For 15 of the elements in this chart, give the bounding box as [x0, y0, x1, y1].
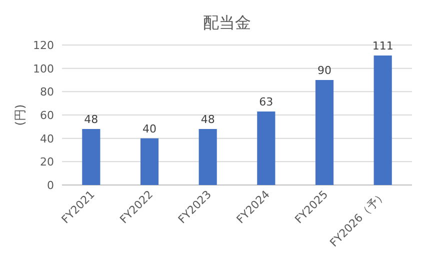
data-label: 48	[200, 113, 215, 126]
y-tick-label: 0	[47, 179, 54, 192]
y-tick-label: 120	[33, 39, 54, 52]
y-tick-label: 40	[40, 132, 54, 146]
chart-title: 配当金	[203, 13, 251, 32]
y-tick-label: 100	[33, 62, 54, 76]
data-label: 111	[372, 40, 394, 52]
data-label: 90	[318, 64, 332, 77]
data-label: 63	[259, 96, 274, 108]
y-tick-label: 80	[40, 86, 54, 99]
data-label: 48	[84, 113, 98, 126]
y-tick-label: 60	[40, 109, 54, 122]
y-tick-label: 20	[40, 156, 54, 169]
y-axis-title: (円)	[13, 104, 27, 126]
data-label: 40	[142, 122, 156, 136]
